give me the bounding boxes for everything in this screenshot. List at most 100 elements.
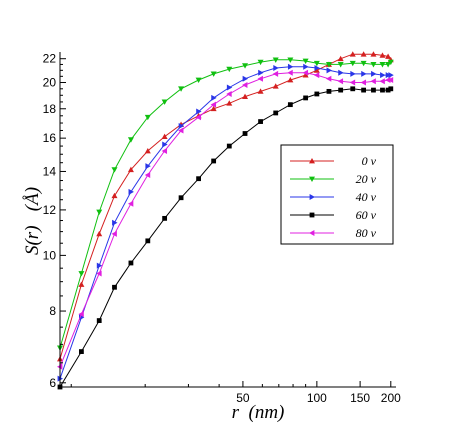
data-point (287, 63, 294, 70)
data-point (387, 59, 394, 66)
data-point (309, 176, 315, 182)
data-point (379, 78, 385, 85)
data-point (162, 215, 168, 221)
data-point (326, 67, 332, 74)
data-point (144, 147, 151, 154)
data-point (195, 114, 201, 121)
data-point (242, 75, 249, 82)
data-point (96, 209, 103, 215)
data-point (325, 75, 332, 82)
data-point (361, 70, 367, 77)
x-tick-label: 50 (236, 391, 250, 405)
data-point (287, 102, 293, 108)
data-point (314, 91, 320, 97)
data-point (242, 63, 249, 69)
data-point (303, 63, 309, 70)
data-point (380, 72, 386, 79)
data-point (360, 51, 367, 57)
series (57, 57, 394, 351)
data-point (388, 72, 394, 79)
data-point (112, 284, 117, 290)
data-point (161, 147, 168, 154)
data-point (161, 99, 168, 105)
legend-label: 80 v (356, 226, 377, 240)
data-point (380, 87, 385, 93)
data-point (287, 57, 294, 63)
y-tick-label: 22 (43, 52, 57, 66)
data-point (313, 67, 320, 73)
data-point (313, 72, 320, 79)
data-point (127, 200, 134, 207)
legend-box (280, 144, 394, 245)
data-point (78, 311, 84, 318)
y-tick-label: 6 (49, 376, 56, 390)
x-tick-label: 100 (307, 391, 327, 405)
data-point (273, 64, 279, 71)
data-point (360, 79, 367, 86)
legend-label: 0 v (362, 154, 377, 168)
series (57, 69, 394, 370)
data-point (371, 87, 376, 93)
y-tick-label: 14 (43, 164, 57, 178)
data-point (360, 60, 367, 67)
data-point (388, 86, 394, 92)
data-point (196, 108, 202, 115)
data-point (303, 95, 309, 101)
data-point (96, 318, 102, 323)
y-tick-label: 16 (43, 131, 57, 145)
data-point (211, 94, 217, 101)
data-point (226, 100, 233, 106)
y-tick-label: 18 (43, 102, 57, 116)
data-point (178, 86, 185, 92)
data-point (178, 195, 184, 201)
data-point (226, 143, 232, 149)
data-point (302, 58, 309, 64)
data-point (338, 87, 344, 93)
data-point (337, 62, 344, 68)
data-point (313, 60, 320, 67)
data-point (272, 83, 279, 89)
data-point (257, 59, 264, 66)
data-point (385, 62, 392, 68)
data-point (257, 88, 264, 94)
data-point (127, 166, 134, 173)
data-point (337, 55, 344, 62)
data-point (78, 281, 85, 287)
data-point (242, 93, 249, 99)
data-point (370, 78, 376, 85)
legend-items: 0 v 20 v 40 v 60 v 80 v (290, 154, 377, 240)
data-point (144, 172, 151, 179)
data-point (242, 131, 248, 136)
data-point (111, 167, 118, 173)
data-point (145, 163, 151, 170)
series (57, 51, 394, 362)
data-point (210, 101, 217, 108)
series (57, 63, 394, 382)
data-point (349, 60, 356, 67)
data-point (128, 260, 134, 266)
data-point (309, 230, 315, 236)
data-point (350, 86, 356, 92)
y-tick-label: 20 (43, 75, 57, 89)
y-tick-label: 12 (43, 203, 57, 217)
data-point (337, 78, 344, 85)
y-axis-title: S(r) (Å) (22, 187, 43, 255)
data-point (96, 230, 103, 237)
data-point (379, 52, 386, 58)
data-point (226, 66, 233, 73)
data-point (112, 219, 118, 226)
data-point (325, 62, 332, 68)
data-point (210, 105, 217, 112)
data-point (111, 192, 118, 199)
series-layer (57, 51, 394, 390)
data-point (385, 72, 392, 79)
data-point (273, 110, 279, 116)
tick-layer: 6 8 10 12 14 16 18 20 22 50 100 150 200 (43, 52, 401, 405)
data-point (370, 62, 377, 68)
data-point (326, 88, 332, 94)
data-point (309, 194, 315, 200)
data-point (385, 53, 392, 59)
y-tick-label: 8 (49, 304, 56, 318)
data-point (385, 87, 391, 93)
